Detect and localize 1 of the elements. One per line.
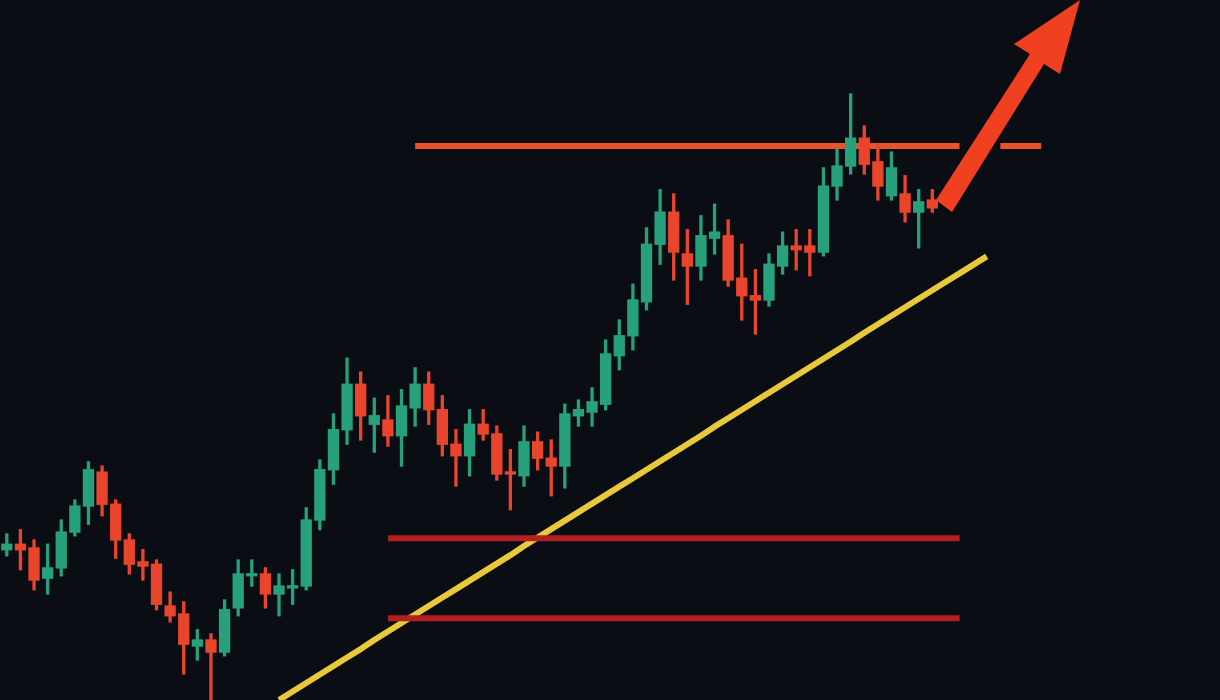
candlestick (205, 633, 217, 700)
